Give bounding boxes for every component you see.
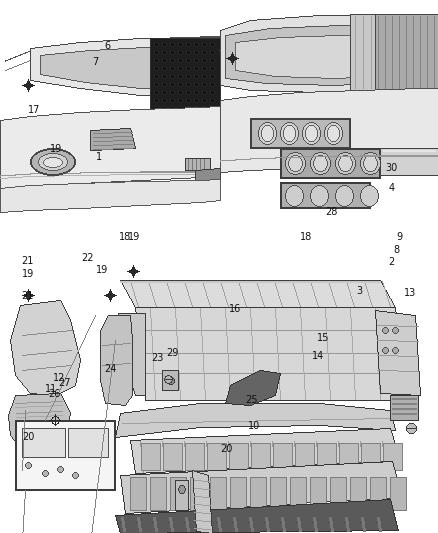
Text: 23: 23 — [152, 353, 164, 363]
Text: 26: 26 — [49, 390, 61, 399]
Text: 13: 13 — [404, 288, 417, 298]
Text: 14: 14 — [312, 351, 324, 361]
Text: 20: 20 — [22, 432, 34, 442]
Text: 12: 12 — [53, 374, 65, 383]
Text: 18: 18 — [300, 232, 312, 241]
Text: 30: 30 — [385, 164, 397, 173]
Text: 19: 19 — [49, 144, 62, 154]
Text: 6: 6 — [105, 42, 111, 51]
Text: 9: 9 — [396, 232, 402, 241]
Text: 19: 19 — [95, 265, 108, 274]
Text: 10: 10 — [247, 422, 260, 431]
Text: 27: 27 — [59, 378, 71, 387]
Text: 19: 19 — [21, 269, 34, 279]
Text: 29: 29 — [166, 348, 179, 358]
Text: 19: 19 — [128, 232, 140, 241]
Text: 24: 24 — [105, 364, 117, 374]
Text: 20: 20 — [220, 445, 232, 454]
Text: 21: 21 — [21, 292, 33, 301]
Text: 11: 11 — [45, 384, 57, 394]
Text: 3: 3 — [356, 286, 362, 296]
Text: 8: 8 — [394, 245, 400, 255]
Text: 16: 16 — [229, 304, 241, 314]
Text: 15: 15 — [317, 333, 329, 343]
Text: 17: 17 — [28, 105, 41, 115]
Text: 18: 18 — [119, 232, 131, 241]
Text: 7: 7 — [92, 57, 99, 67]
Text: 25: 25 — [245, 395, 258, 405]
Text: 21: 21 — [21, 256, 33, 266]
Text: 1: 1 — [95, 152, 102, 162]
Text: 28: 28 — [325, 207, 338, 217]
Text: 4: 4 — [388, 183, 394, 192]
Text: 22: 22 — [81, 253, 94, 263]
Text: 2: 2 — [388, 257, 394, 267]
